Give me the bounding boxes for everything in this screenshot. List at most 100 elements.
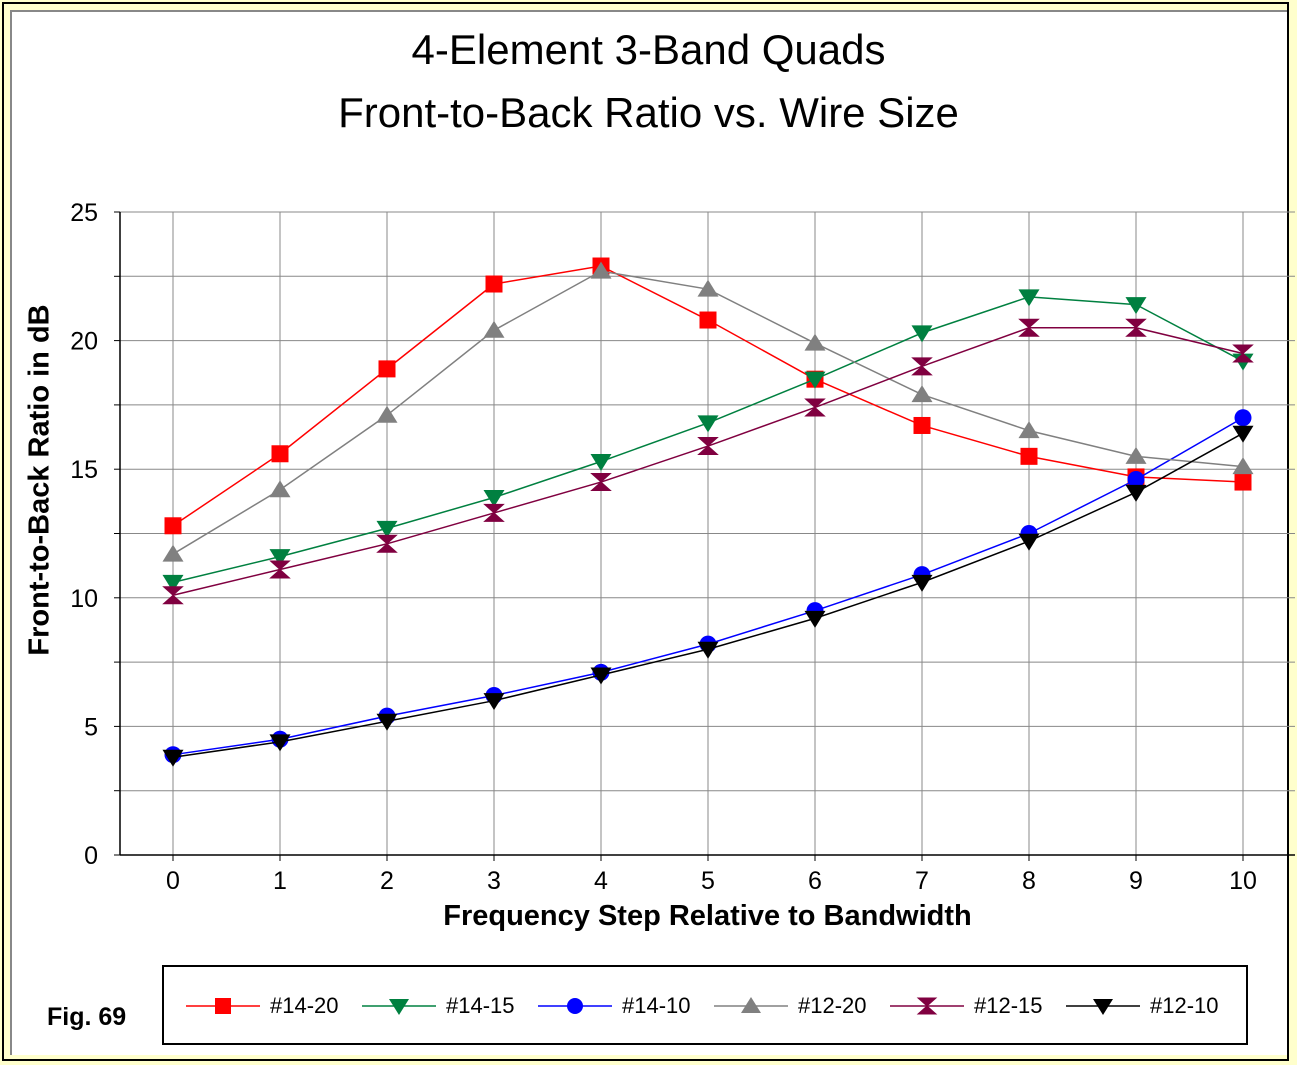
- legend-swatch-marker: [215, 998, 231, 1014]
- data-point-12-10: [1232, 425, 1254, 443]
- legend: #14-20 #14-15 #14-10 #12-20 #12-15 #12-10: [162, 965, 1248, 1045]
- data-point-12-20: [269, 480, 291, 498]
- data-point-12-15: [697, 437, 719, 456]
- legend-item: #12-10: [1064, 991, 1219, 1021]
- data-point-14-20: [164, 517, 182, 535]
- x-tick-label: 5: [701, 867, 715, 895]
- series-14-15: [162, 289, 1254, 592]
- data-point-14-20: [699, 311, 717, 329]
- data-point-14-15: [162, 574, 184, 592]
- chart-title-line-2: Front-to-Back Ratio vs. Wire Size: [338, 89, 959, 136]
- y-tick-label: 20: [70, 328, 98, 356]
- legend-swatch-marker: [741, 997, 761, 1013]
- data-point-12-20: [1018, 421, 1040, 439]
- data-point-14-20: [485, 275, 503, 293]
- legend-label: #14-20: [270, 993, 339, 1018]
- data-point-12-20: [483, 320, 505, 338]
- data-point-14-20: [1234, 473, 1252, 491]
- data-point-12-20: [590, 261, 612, 279]
- data-point-12-10: [1018, 533, 1040, 551]
- legend-swatch-marker: [389, 999, 409, 1015]
- legend-label: #14-10: [622, 993, 691, 1018]
- y-tick-label: 10: [70, 585, 98, 613]
- legend-item: #14-15: [360, 991, 515, 1021]
- legend-item: #14-20: [184, 991, 339, 1021]
- legend-swatch: [186, 998, 260, 1014]
- x-tick-label: 8: [1022, 867, 1036, 895]
- legend-swatch: [714, 997, 788, 1013]
- legend-item: #14-10: [536, 991, 691, 1021]
- data-point-12-15: [590, 473, 612, 492]
- legend-label: #12-10: [1150, 993, 1219, 1018]
- data-point-12-20: [1232, 457, 1254, 475]
- x-tick-label: 1: [273, 867, 287, 895]
- y-tick-label: 25: [70, 199, 98, 227]
- data-point-14-15: [697, 415, 719, 433]
- legend-label: #12-15: [974, 993, 1043, 1018]
- series-12-15: [162, 318, 1254, 605]
- data-point-12-10: [804, 610, 826, 628]
- legend-label: #14-15: [446, 993, 515, 1018]
- data-point-14-10: [1127, 470, 1145, 488]
- data-point-12-15: [911, 357, 933, 376]
- data-point-12-15: [804, 398, 826, 417]
- data-point-12-15: [162, 586, 184, 605]
- data-point-12-10: [590, 667, 612, 685]
- y-tick-label: 15: [70, 456, 98, 484]
- x-axis-label: Frequency Step Relative to Bandwidth: [443, 900, 972, 932]
- data-point-12-10: [483, 693, 505, 711]
- figure-label: Fig. 69: [47, 1003, 127, 1031]
- series-12-20: [162, 261, 1254, 562]
- chart-panel: [10, 10, 1287, 1055]
- legend-swatch: [362, 999, 436, 1015]
- legend-label: #12-20: [798, 993, 867, 1018]
- data-point-12-20: [697, 279, 719, 297]
- data-point-12-15: [269, 560, 291, 579]
- data-point-14-20: [913, 416, 931, 434]
- legend-item: #12-20: [712, 991, 867, 1021]
- data-point-12-15: [1125, 318, 1147, 337]
- data-point-14-15: [911, 325, 933, 343]
- legend-swatch: [890, 997, 964, 1015]
- x-tick-label: 4: [594, 867, 608, 895]
- data-point-12-10: [697, 641, 719, 659]
- data-point-14-20: [1020, 447, 1038, 465]
- y-axis-label: Front-to-Back Ratio in dB: [23, 304, 56, 656]
- data-point-14-15: [376, 520, 398, 538]
- data-point-12-10: [911, 574, 933, 592]
- x-tick-label: 0: [166, 867, 180, 895]
- legend-swatch-marker: [567, 998, 583, 1014]
- legend-swatch-marker: [916, 997, 938, 1015]
- legend-swatch: [538, 998, 612, 1014]
- data-point-12-10: [376, 713, 398, 731]
- legend-item: #12-15: [888, 991, 1043, 1021]
- data-point-14-15: [804, 371, 826, 389]
- x-tick-label: 9: [1129, 867, 1143, 895]
- data-point-12-15: [1018, 318, 1040, 337]
- data-point-12-20: [162, 544, 184, 562]
- data-point-12-20: [376, 405, 398, 423]
- chart-title-line-1: 4-Element 3-Band Quads: [411, 26, 886, 73]
- data-point-14-10: [1234, 409, 1252, 427]
- data-point-12-15: [483, 503, 505, 522]
- data-point-12-10: [1125, 484, 1147, 502]
- data-point-14-15: [483, 489, 505, 507]
- x-tick-label: 3: [487, 867, 501, 895]
- data-point-14-15: [1125, 297, 1147, 315]
- data-point-12-15: [376, 534, 398, 553]
- legend-swatch-marker: [1093, 999, 1113, 1015]
- data-point-12-20: [1125, 446, 1147, 464]
- legend-swatch: [1066, 999, 1140, 1015]
- x-tick-label: 10: [1229, 867, 1257, 895]
- data-point-14-20: [378, 360, 396, 378]
- data-point-12-20: [911, 385, 933, 403]
- x-tick-label: 2: [380, 867, 394, 895]
- data-point-12-15: [1232, 344, 1254, 363]
- data-point-12-10: [162, 749, 184, 767]
- data-point-14-15: [590, 453, 612, 471]
- y-tick-label: 0: [84, 842, 98, 870]
- data-point-14-15: [1018, 289, 1040, 307]
- x-tick-label: 7: [915, 867, 929, 895]
